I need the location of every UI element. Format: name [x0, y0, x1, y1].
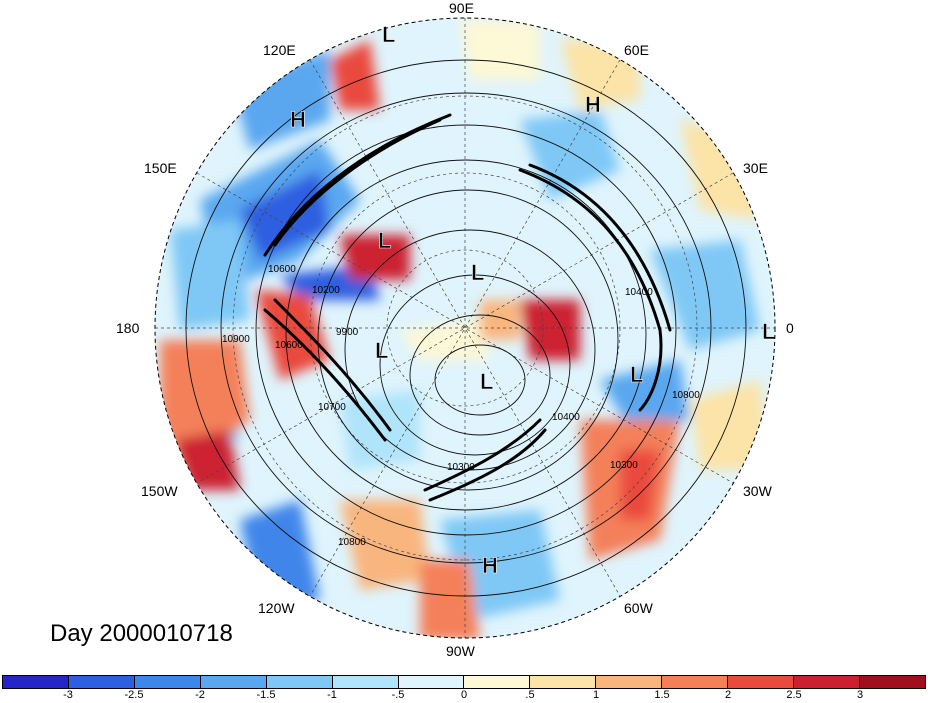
- contour-label: 10400: [552, 412, 580, 423]
- contour-label: 10300: [447, 462, 475, 473]
- colorbar-cell: [398, 676, 465, 688]
- contour-labels: 10600 10200 9900 10900 10600 10700 10400…: [222, 264, 700, 548]
- colorbar-tick-label: 3: [856, 689, 864, 701]
- colorbar-tick-label: -3: [63, 689, 73, 701]
- colorbar: [2, 675, 926, 689]
- colorbar-tick-label: 1: [592, 689, 600, 701]
- colorbar-cell: [859, 676, 925, 688]
- lon-label-30e: 30E: [743, 160, 768, 176]
- lon-label-150w: 150W: [141, 483, 178, 499]
- colorbar-cell: [728, 676, 795, 688]
- low-marker: L: [375, 338, 388, 363]
- height-contours: [185, 59, 747, 597]
- low-marker: L: [382, 22, 395, 47]
- contour-label: 10400: [625, 287, 653, 298]
- low-marker: L: [762, 319, 775, 344]
- colorbar-cell: [200, 676, 267, 688]
- jet-contours: [263, 113, 672, 502]
- colorbar-tick-label: .5: [525, 689, 535, 701]
- contour-label: 10600: [268, 264, 296, 275]
- colorbar-cell: [68, 676, 135, 688]
- contour-label: 10800: [338, 537, 366, 548]
- colorbar-tick-label: -.5: [391, 689, 405, 701]
- colorbar-tick-label: 2: [724, 689, 732, 701]
- low-marker: L: [378, 228, 391, 253]
- colorbar-cell: [662, 676, 729, 688]
- colorbar-ticks: -3 -2.5 -2 -1.5 -1 -.5 0 .5 1 1.5 2 2.5 3: [0, 689, 928, 703]
- colorbar-cell: [3, 676, 69, 688]
- low-marker: L: [630, 362, 643, 387]
- lon-label-120w: 120W: [258, 600, 295, 616]
- lon-label-90e: 90E: [449, 0, 474, 16]
- lon-label-30w: 30W: [743, 483, 772, 499]
- day-title: Day 2000010718: [50, 620, 233, 647]
- lon-label-180: 180: [116, 320, 140, 336]
- lon-label-120e: 120E: [263, 42, 296, 58]
- lon-label-0: 0: [786, 320, 794, 336]
- contour-label: 10700: [318, 402, 346, 413]
- contour-label: 10200: [312, 285, 340, 296]
- colorbar-tick-label: 1.5: [654, 689, 670, 701]
- contour-label: 10300: [610, 460, 638, 471]
- colorbar-cell: [596, 676, 663, 688]
- colorbar-tick-label: 0: [460, 689, 468, 701]
- contour-label: 10900: [222, 334, 250, 345]
- colorbar-tick-label: -2: [195, 689, 205, 701]
- colorbar-cell: [332, 676, 399, 688]
- pressure-systems: L H H H L L L L L L: [290, 22, 776, 579]
- colorbar-cell: [464, 676, 531, 688]
- colorbar-tick-label: 2.5: [786, 689, 802, 701]
- lon-label-90w: 90W: [446, 643, 475, 659]
- high-marker: H: [290, 107, 306, 132]
- lon-label-150e: 150E: [144, 160, 177, 176]
- low-marker: L: [471, 260, 484, 285]
- colorbar-tick-label: -1.5: [256, 689, 276, 701]
- contour-label: 10600: [275, 340, 303, 351]
- lon-label-60w: 60W: [624, 600, 653, 616]
- contour-label: 9900: [336, 327, 359, 338]
- low-marker: L: [480, 369, 493, 394]
- colorbar-cell: [530, 676, 597, 688]
- lon-label-60e: 60E: [624, 42, 649, 58]
- contour-label: 10800: [672, 390, 700, 401]
- colorbar-cell: [266, 676, 333, 688]
- colorbar-cell: [794, 676, 860, 688]
- colorbar-tick-label: -1: [327, 689, 337, 701]
- high-marker: H: [482, 553, 498, 578]
- colorbar-tick-label: -2.5: [124, 689, 144, 701]
- map-boundary: [154, 17, 776, 639]
- high-marker: H: [585, 92, 601, 117]
- colorbar-cell: [134, 676, 201, 688]
